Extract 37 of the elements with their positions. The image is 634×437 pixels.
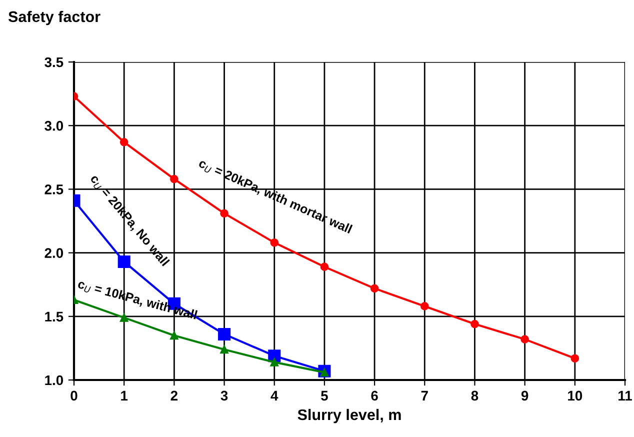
point bbox=[218, 328, 231, 340]
point bbox=[320, 262, 329, 271]
y-tick-label: 3.5 bbox=[44, 57, 64, 68]
y-tick-label: 3.0 bbox=[44, 120, 64, 131]
point bbox=[270, 238, 279, 247]
x-tick-label: 3 bbox=[220, 390, 228, 401]
annotation: c$_{U}$ = 20kPa, with mortar wall bbox=[197, 158, 353, 236]
point bbox=[120, 314, 128, 322]
point bbox=[220, 345, 228, 354]
x-tick-label: 2 bbox=[170, 390, 178, 400]
y-tick-label: 1.5 bbox=[45, 312, 64, 322]
x-tick-label: 4 bbox=[270, 390, 278, 400]
x-tick-label: 0 bbox=[70, 390, 78, 401]
x-tick-label: 1 bbox=[121, 390, 128, 400]
x-tick-label: 8 bbox=[471, 390, 478, 401]
point bbox=[470, 320, 479, 328]
point bbox=[570, 354, 580, 363]
x-tick-label: 10 bbox=[568, 390, 582, 401]
point bbox=[520, 335, 529, 344]
y-tick-label: 1.0 bbox=[45, 375, 64, 386]
point bbox=[170, 331, 178, 340]
x-tick-label: 9 bbox=[521, 390, 528, 401]
x-axis-title: Slurry level, m bbox=[298, 408, 401, 424]
point bbox=[120, 138, 128, 146]
point bbox=[118, 255, 130, 268]
point bbox=[420, 302, 429, 310]
point bbox=[170, 174, 178, 184]
y-tick-label: 2.0 bbox=[44, 248, 64, 258]
point bbox=[370, 284, 379, 293]
y-tick-label: 2.5 bbox=[44, 184, 64, 194]
x-tick-label: 6 bbox=[371, 390, 378, 401]
x-tick-label: 11 bbox=[618, 390, 632, 400]
x-tick-label: 5 bbox=[321, 390, 328, 401]
point bbox=[220, 209, 228, 218]
y-axis-title: Safety factor bbox=[8, 10, 100, 26]
x-tick-label: 7 bbox=[421, 390, 428, 400]
point bbox=[270, 358, 279, 366]
